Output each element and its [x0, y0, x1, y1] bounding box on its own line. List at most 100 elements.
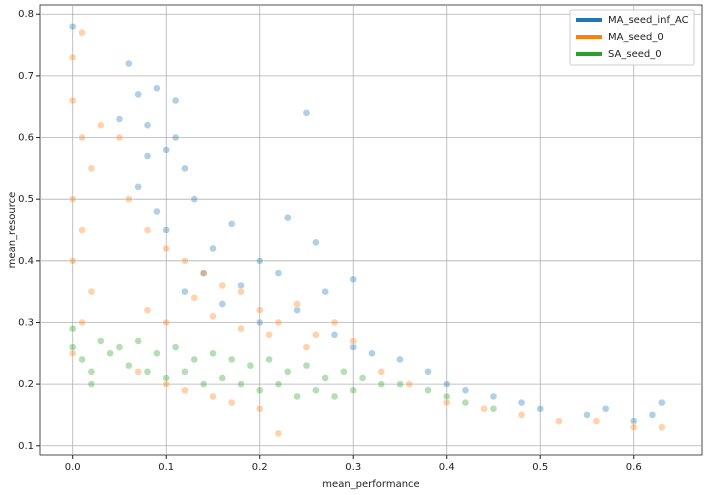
scatter-point [349, 337, 357, 345]
scatter-point [284, 213, 292, 222]
scatter-point [312, 238, 320, 247]
scatter-point [630, 423, 638, 431]
x-tick-label: 0.0 [65, 462, 81, 473]
scatter-point [162, 380, 170, 388]
scatter-point [658, 398, 666, 407]
scatter-point [218, 300, 227, 308]
scatter-point [274, 318, 283, 327]
scatter-point [115, 343, 124, 351]
scatter-point [302, 361, 311, 370]
scatter-point [209, 349, 217, 357]
scatter-point [284, 368, 292, 376]
plot-area [39, 4, 703, 456]
scatter-point [237, 324, 245, 333]
scatter-point [405, 380, 414, 388]
scatter-point [78, 226, 86, 234]
scatter-point [134, 337, 142, 345]
scatter-point [87, 287, 96, 296]
scatter-point [489, 392, 498, 401]
scatter-point [256, 257, 264, 265]
scatter-point [274, 429, 283, 438]
y-tick-label: 0.5 [18, 194, 34, 205]
y-axis-label: mean_resource [7, 192, 18, 269]
legend-label: MA_seed_inf_AC [608, 15, 689, 26]
scatter-point [181, 164, 189, 173]
scatter-point [349, 275, 357, 284]
scatter-point [162, 318, 170, 327]
scatter-point [134, 90, 142, 99]
scatter-point [227, 355, 236, 364]
scatter-point [125, 361, 133, 370]
scatter-point [377, 368, 385, 376]
scatter-point [312, 331, 320, 339]
scatter-point [489, 405, 498, 413]
scatter-point [106, 349, 114, 357]
scatter-point [368, 349, 376, 357]
scatter-point [87, 380, 96, 388]
scatter-point [69, 53, 77, 62]
scatter-point [181, 257, 189, 265]
scatter-point [162, 226, 170, 234]
scatter-point [601, 405, 610, 413]
scatter-point [181, 287, 189, 296]
scatter-point [78, 29, 86, 37]
scatter-point [517, 398, 526, 407]
x-tick-label: 0.2 [252, 462, 268, 473]
scatter-point [115, 115, 124, 123]
scatter-point [630, 417, 638, 425]
legend-label: MA_seed_0 [608, 32, 664, 43]
scatter-point [321, 287, 329, 296]
scatter-point [190, 355, 198, 364]
y-tick-label: 0.7 [18, 71, 34, 82]
scatter-point [143, 121, 152, 129]
scatter-point [218, 281, 227, 290]
scatter-point [125, 59, 133, 68]
scatter-point [349, 343, 357, 351]
y-tick-label: 0.1 [18, 441, 34, 452]
scatter-point [555, 417, 563, 425]
scatter-point [69, 257, 77, 265]
scatter-point [190, 294, 198, 302]
scatter-point [78, 355, 86, 364]
scatter-point [274, 380, 283, 388]
scatter-point [302, 343, 311, 351]
scatter-point [162, 244, 170, 253]
scatter-point [461, 398, 470, 407]
scatter-point [246, 361, 255, 370]
scatter-point [330, 392, 339, 401]
scatter-point [340, 368, 348, 376]
scatter-point [69, 96, 77, 105]
scatter-point [396, 380, 404, 388]
scatter-point [162, 146, 170, 154]
scatter-point [330, 331, 339, 339]
x-tick-label: 0.5 [532, 462, 548, 473]
scatter-point [592, 417, 601, 425]
scatter-point [181, 386, 189, 394]
scatter-point [274, 269, 283, 277]
scatter-point [227, 220, 236, 228]
scatter-point [134, 183, 142, 191]
scatter-point [227, 398, 236, 407]
scatter-point [424, 386, 432, 394]
scatter-point [134, 368, 142, 376]
scatter-point [349, 386, 357, 394]
scatter-point [153, 207, 161, 216]
scatter-point [143, 368, 152, 376]
scatter-point [358, 374, 367, 382]
scatter-point [237, 287, 245, 296]
scatter-point [517, 411, 526, 419]
scatter-point [78, 318, 86, 327]
scatter-point [396, 355, 404, 364]
scatter-point [265, 331, 273, 339]
scatter-point [209, 312, 217, 321]
scatter-point [256, 386, 264, 394]
legend-box [569, 9, 695, 66]
scatter-point [321, 374, 329, 382]
scatter-point [87, 368, 96, 376]
scatter-point [69, 195, 77, 203]
scatter-point [69, 22, 77, 31]
scatter-point [143, 306, 152, 314]
scatter-point [209, 392, 217, 401]
legend-label: SA_seed_0 [608, 49, 662, 60]
scatter-point [256, 306, 264, 314]
